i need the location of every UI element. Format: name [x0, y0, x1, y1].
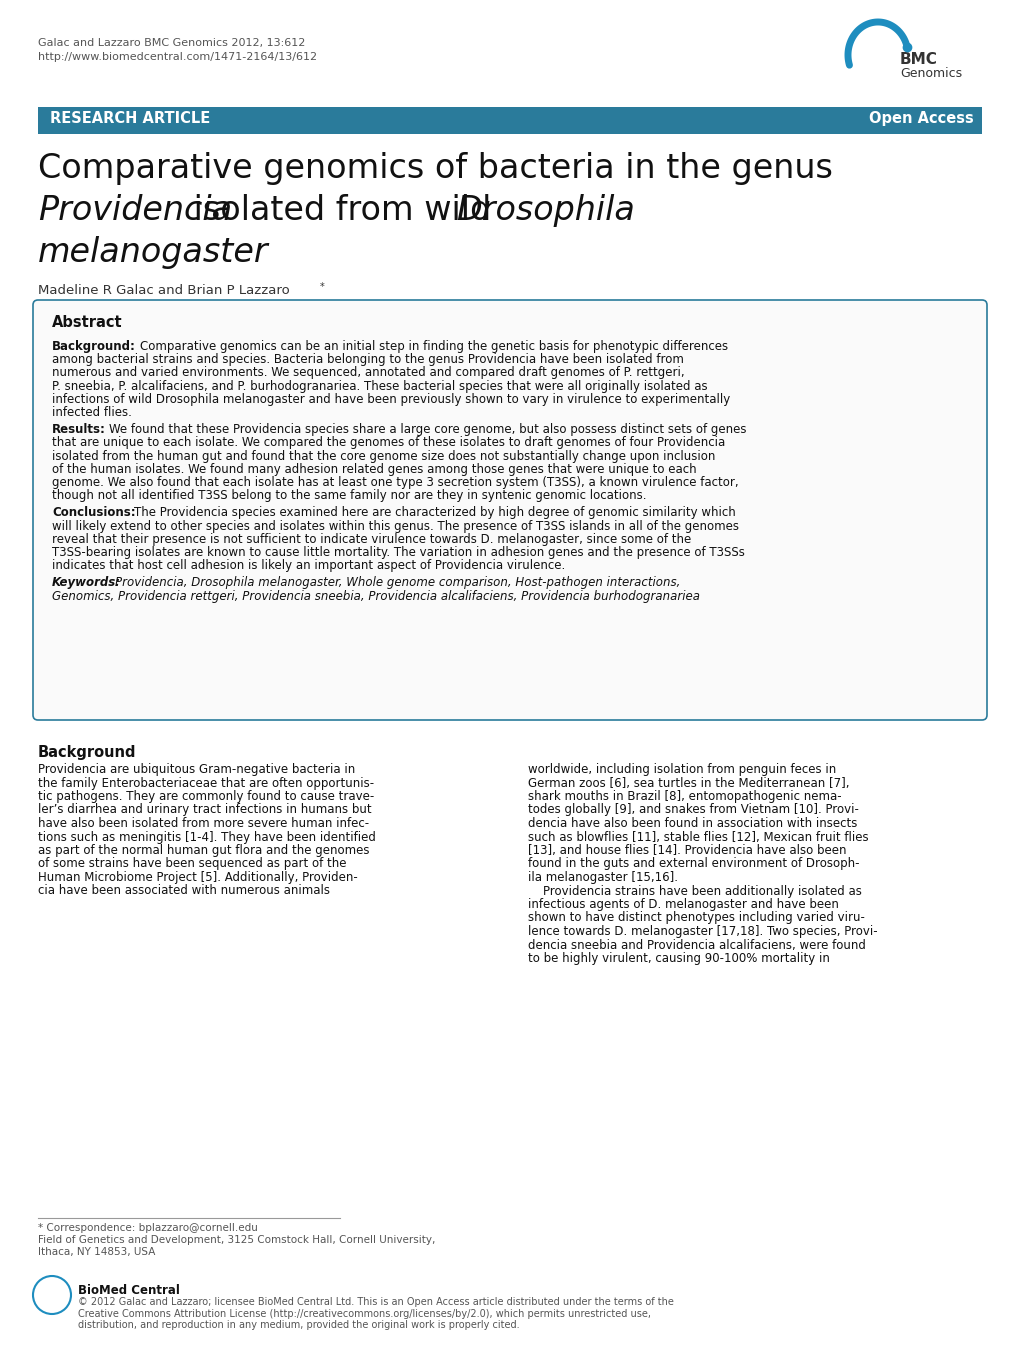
Text: infections of wild Drosophila melanogaster and have been previously shown to var: infections of wild Drosophila melanogast… [52, 393, 730, 406]
Text: [13], and house flies [14]. Providencia have also been: [13], and house flies [14]. Providencia … [528, 844, 846, 858]
Text: Providencia are ubiquitous Gram-negative bacteria in: Providencia are ubiquitous Gram-negative… [38, 762, 355, 776]
Text: of the human isolates. We found many adhesion related genes among those genes th: of the human isolates. We found many adh… [52, 463, 696, 476]
Text: of some strains have been sequenced as part of the: of some strains have been sequenced as p… [38, 858, 346, 871]
Text: indicates that host cell adhesion is likely an important aspect of Providencia v: indicates that host cell adhesion is lik… [52, 559, 565, 572]
Text: We found that these Providencia species share a large core genome, but also poss: We found that these Providencia species … [109, 423, 746, 436]
Text: todes globally [9], and snakes from Vietnam [10]. Provi-: todes globally [9], and snakes from Viet… [528, 803, 858, 817]
Text: Drosophila: Drosophila [455, 194, 634, 227]
Text: infectious agents of D. melanogaster and have been: infectious agents of D. melanogaster and… [528, 898, 838, 911]
Text: the family Enterobacteriaceae that are often opportunis-: the family Enterobacteriaceae that are o… [38, 776, 374, 790]
FancyBboxPatch shape [33, 300, 986, 720]
Text: Results:: Results: [52, 423, 106, 436]
Text: reveal that their presence is not sufficient to indicate virulence towards D. me: reveal that their presence is not suffic… [52, 533, 691, 546]
Text: worldwide, including isolation from penguin feces in: worldwide, including isolation from peng… [528, 762, 836, 776]
Text: The Providencia species examined here are characterized by high degree of genomi: The Providencia species examined here ar… [133, 507, 735, 519]
Text: such as blowflies [11], stable flies [12], Mexican fruit flies: such as blowflies [11], stable flies [12… [528, 830, 868, 844]
Text: tions such as meningitis [1-4]. They have been identified: tions such as meningitis [1-4]. They hav… [38, 830, 376, 844]
Text: Conclusions:: Conclusions: [52, 507, 136, 519]
Text: though not all identified T3SS belong to the same family nor are they in synteni: though not all identified T3SS belong to… [52, 489, 646, 503]
Text: German zoos [6], sea turtles in the Mediterranean [7],: German zoos [6], sea turtles in the Medi… [528, 776, 849, 790]
Text: Comparative genomics can be an initial step in finding the genetic basis for phe: Comparative genomics can be an initial s… [140, 340, 728, 353]
Text: Genomics: Genomics [899, 67, 961, 80]
Text: dencia sneebia and Providencia alcalifaciens, were found: dencia sneebia and Providencia alcalifac… [528, 939, 865, 951]
Text: Galac and Lazzaro BMC Genomics 2012, 13:612: Galac and Lazzaro BMC Genomics 2012, 13:… [38, 38, 305, 48]
Text: Background: Background [38, 745, 137, 760]
Text: as part of the normal human gut flora and the genomes: as part of the normal human gut flora an… [38, 844, 369, 858]
Text: infected flies.: infected flies. [52, 406, 131, 419]
Text: found in the guts and external environment of Drosoph-: found in the guts and external environme… [528, 858, 859, 871]
Text: have also been isolated from more severe human infec-: have also been isolated from more severe… [38, 817, 369, 830]
Text: to be highly virulent, causing 90-100% mortality in: to be highly virulent, causing 90-100% m… [528, 953, 829, 965]
Text: P. sneebia, P. alcalifaciens, and P. burhodogranariea. These bacterial species t: P. sneebia, P. alcalifaciens, and P. bur… [52, 379, 707, 393]
Text: Providencia strains have been additionally isolated as: Providencia strains have been additional… [528, 885, 861, 897]
Text: Keywords:: Keywords: [52, 576, 121, 590]
Text: * Correspondence: bplazzaro@cornell.edu: * Correspondence: bplazzaro@cornell.edu [38, 1223, 258, 1233]
Text: dencia have also been found in association with insects: dencia have also been found in associati… [528, 817, 857, 830]
Text: isolated from wild: isolated from wild [182, 194, 501, 227]
Text: http://www.biomedcentral.com/1471-2164/13/612: http://www.biomedcentral.com/1471-2164/1… [38, 52, 317, 63]
Text: *: * [320, 283, 324, 292]
Text: Genomics, Providencia rettgeri, Providencia sneebia, Providencia alcalifaciens, : Genomics, Providencia rettgeri, Providen… [52, 590, 699, 602]
Text: Abstract: Abstract [52, 315, 122, 330]
Text: © 2012 Galac and Lazzaro; licensee BioMed Central Ltd. This is an Open Access ar: © 2012 Galac and Lazzaro; licensee BioMe… [77, 1296, 674, 1330]
Text: Human Microbiome Project [5]. Additionally, Providen-: Human Microbiome Project [5]. Additional… [38, 871, 358, 883]
Text: Providencia: Providencia [38, 194, 232, 227]
Bar [38, 107, 981, 135]
Text: RESEARCH ARTICLE: RESEARCH ARTICLE [50, 111, 210, 126]
Text: Open Access: Open Access [868, 111, 973, 126]
Text: Ithaca, NY 14853, USA: Ithaca, NY 14853, USA [38, 1248, 155, 1257]
Circle shape [33, 1276, 71, 1314]
Text: shown to have distinct phenotypes including varied viru-: shown to have distinct phenotypes includ… [528, 912, 864, 924]
Text: cia have been associated with numerous animals: cia have been associated with numerous a… [38, 885, 330, 897]
Text: Providencia, Drosophila melanogaster, Whole genome comparison, Host-pathogen int: Providencia, Drosophila melanogaster, Wh… [115, 576, 680, 590]
Text: lence towards D. melanogaster [17,18]. Two species, Provi-: lence towards D. melanogaster [17,18]. T… [528, 925, 876, 938]
Text: tic pathogens. They are commonly found to cause trave-: tic pathogens. They are commonly found t… [38, 790, 374, 803]
Text: Field of Genetics and Development, 3125 Comstock Hall, Cornell University,: Field of Genetics and Development, 3125 … [38, 1235, 435, 1245]
Text: that are unique to each isolate. We compared the genomes of these isolates to dr: that are unique to each isolate. We comp… [52, 436, 725, 450]
Text: ila melanogaster [15,16].: ila melanogaster [15,16]. [528, 871, 678, 883]
Text: BMC: BMC [899, 52, 936, 67]
Text: isolated from the human gut and found that the core genome size does not substan: isolated from the human gut and found th… [52, 450, 714, 462]
Text: numerous and varied environments. We sequenced, annotated and compared draft gen: numerous and varied environments. We seq… [52, 367, 684, 379]
Text: will likely extend to other species and isolates within this genus. The presence: will likely extend to other species and … [52, 519, 739, 533]
Text: Comparative genomics of bacteria in the genus: Comparative genomics of bacteria in the … [38, 152, 833, 185]
Text: among bacterial strains and species. Bacteria belonging to the genus Providencia: among bacterial strains and species. Bac… [52, 353, 683, 366]
Text: melanogaster: melanogaster [38, 236, 268, 269]
Text: Background:: Background: [52, 340, 136, 353]
Text: ler’s diarrhea and urinary tract infections in humans but: ler’s diarrhea and urinary tract infecti… [38, 803, 371, 817]
Text: shark mouths in Brazil [8], entomopathogenic nema-: shark mouths in Brazil [8], entomopathog… [528, 790, 841, 803]
Text: Madeline R Galac and Brian P Lazzaro: Madeline R Galac and Brian P Lazzaro [38, 284, 289, 298]
Text: BioMed Central: BioMed Central [77, 1284, 179, 1296]
Text: T3SS-bearing isolates are known to cause little mortality. The variation in adhe: T3SS-bearing isolates are known to cause… [52, 546, 744, 559]
Text: C: C [45, 1286, 59, 1305]
Text: genome. We also found that each isolate has at least one type 3 secretion system: genome. We also found that each isolate … [52, 476, 738, 489]
